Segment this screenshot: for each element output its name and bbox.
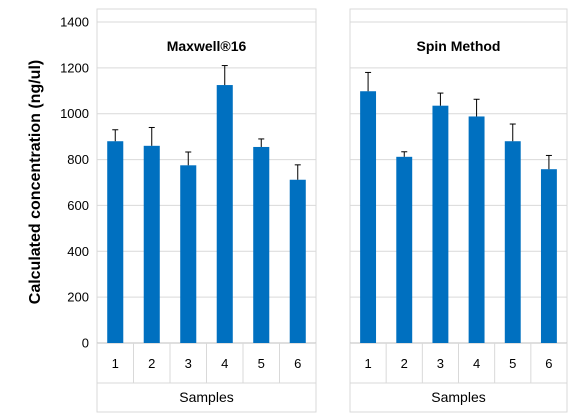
y-tick-label: 1200 [60,60,89,75]
y-tick-label: 1400 [60,15,89,30]
panel-1: 1 2 3 4 5 6 Maxwell®16 Samples [96,8,317,413]
category-label: 3 [437,356,444,371]
bar [143,145,160,343]
y-tick-label: 200 [67,290,89,305]
y-axis-title: Calculated concentration (ng/ul) [27,60,44,304]
category-label: 1 [364,356,371,371]
y-tick-label: 800 [67,152,89,167]
category-label: 2 [148,356,155,371]
y-tick-label: 1000 [60,106,89,121]
bar [504,141,521,343]
y-tick-label: 0 [82,336,89,351]
y-tick-label: 600 [67,198,89,213]
x-axis-title: Samples [179,389,233,405]
category-label: 6 [545,356,552,371]
bar [468,116,485,343]
panel-title: Maxwell®16 [167,38,247,54]
category-label: 5 [509,356,516,371]
category-label: 5 [258,356,265,371]
bar [253,146,270,343]
category-label: 2 [401,356,408,371]
bar [360,91,377,343]
bar [540,169,557,343]
panel-title: Spin Method [417,38,501,54]
panel-2: 1 2 3 4 5 6 Spin Method Samples [349,8,568,413]
bar [180,165,197,343]
panel-border [349,8,568,413]
category-label: 4 [221,356,228,371]
x-axis-title: Samples [431,389,485,405]
category-label: 1 [112,356,119,371]
bar [216,85,233,343]
bar [107,141,124,343]
y-tick-label: 400 [67,244,89,259]
bar [289,179,306,343]
bar [396,156,413,343]
bar [432,105,449,343]
category-label: 3 [185,356,192,371]
category-label: 6 [294,356,301,371]
panel-border [96,8,317,413]
category-label: 4 [473,356,480,371]
